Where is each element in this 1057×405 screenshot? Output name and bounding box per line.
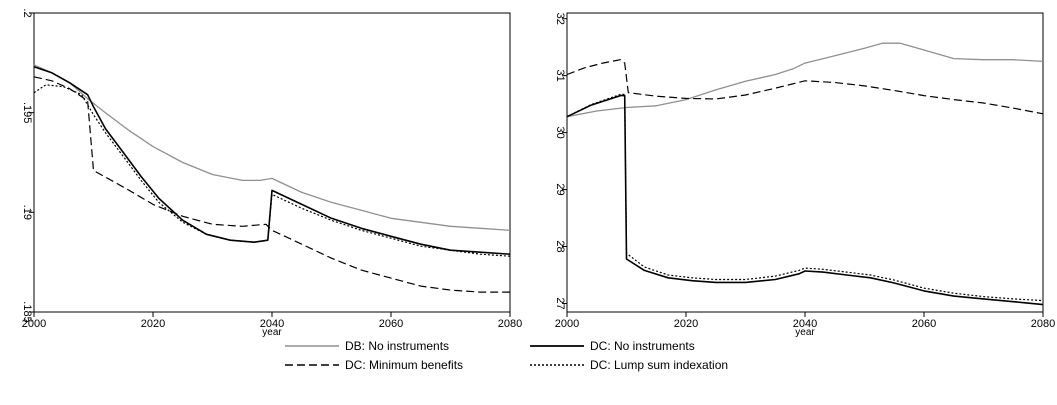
series-line-db-no-instruments bbox=[33, 64, 511, 231]
y-tick-label: 32 bbox=[554, 13, 566, 25]
y-tick-label: 27 bbox=[554, 297, 566, 309]
x-tick-label: 2060 bbox=[912, 318, 936, 330]
y-tick-label: 31 bbox=[554, 70, 566, 82]
legend-label: DC: Minimum benefits bbox=[345, 358, 463, 372]
right-chart-panel: 2000 2020 2040 2060 2080 year 27 28 29 30 31 32 bbox=[554, 12, 1055, 338]
series-line-dc-no-instruments bbox=[33, 66, 511, 255]
y-tick-label: 30 bbox=[554, 126, 566, 138]
legend: DB: No instruments DC: No instruments DC: … bbox=[285, 339, 728, 372]
x-axis-title: year bbox=[262, 327, 282, 338]
x-tick-label: 2080 bbox=[498, 318, 522, 330]
legend-label: DC: Lump sum indexation bbox=[590, 358, 728, 372]
x-tick-label: 2040 bbox=[260, 318, 284, 330]
x-tick-label: 2040 bbox=[793, 318, 817, 330]
series-line-dc-minimum-benefits bbox=[566, 59, 1044, 115]
legend-label: DC: No instruments bbox=[590, 339, 695, 353]
x-tick-label: 2000 bbox=[22, 318, 46, 330]
x-tick-label: 2060 bbox=[379, 318, 403, 330]
series-line-dc-no-instruments bbox=[566, 94, 1044, 306]
series-line-dc-minimum-benefits bbox=[33, 76, 510, 293]
series-line-dc-lump-sum-indexation bbox=[566, 93, 1044, 302]
x-tick-label: 2000 bbox=[555, 318, 579, 330]
x-axis-title: year bbox=[795, 327, 815, 338]
left-chart-panel: 2000 2020 2040 2060 2080 year .185 .19 .195 .2 bbox=[21, 8, 522, 338]
legend-label: DB: No instruments bbox=[345, 339, 449, 353]
y-tick-label: .19 bbox=[21, 205, 33, 220]
x-tick-label: 2020 bbox=[674, 318, 698, 330]
y-tick-label: .2 bbox=[21, 8, 33, 17]
y-tick-label: 29 bbox=[554, 183, 566, 195]
y-tick-label: 28 bbox=[554, 240, 566, 252]
y-tick-label: .185 bbox=[21, 301, 33, 322]
x-tick-label: 2080 bbox=[1031, 318, 1055, 330]
y-tick-label: .195 bbox=[21, 102, 33, 123]
x-tick-label: 2020 bbox=[141, 318, 165, 330]
plot-frame bbox=[33, 12, 511, 313]
series-line-db-no-instruments bbox=[566, 42, 1044, 118]
series-line-dc-lump-sum-indexation bbox=[33, 84, 511, 257]
